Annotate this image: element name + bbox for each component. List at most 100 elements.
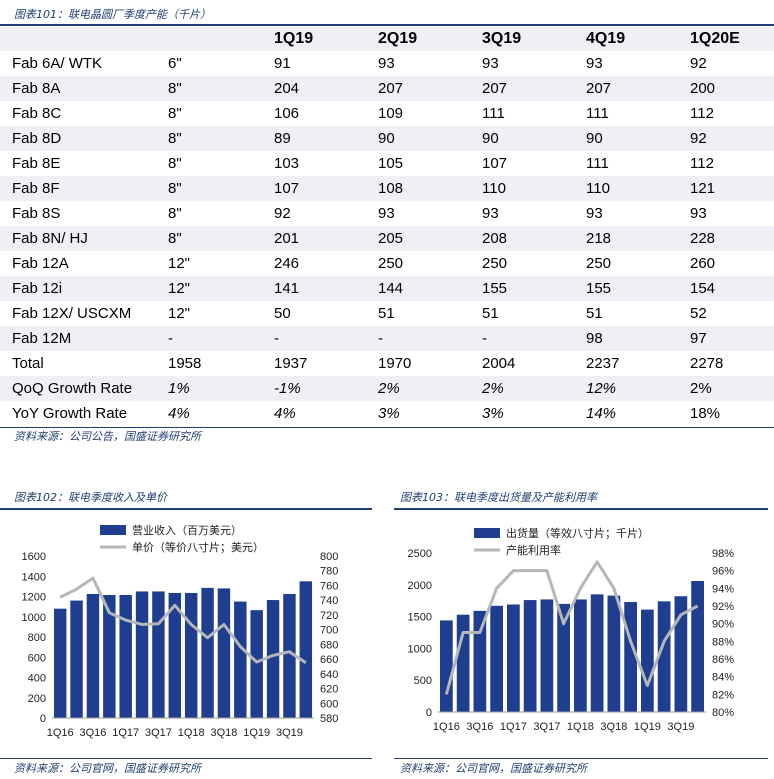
bar	[540, 599, 554, 712]
bar	[456, 614, 470, 712]
table-cell: 51	[378, 305, 395, 322]
table-cell: -	[274, 326, 378, 351]
x-tick-label: 3Q17	[533, 721, 560, 733]
x-tick-label: 1Q16	[47, 727, 74, 739]
y-left-tick-label: 500	[414, 675, 432, 687]
x-tick-label: 3Q18	[600, 721, 627, 733]
y-right-tick-label: 84%	[712, 672, 734, 684]
y-left-tick-label: 600	[28, 652, 46, 664]
table-cell: 12"	[168, 276, 274, 301]
header-cell: 1Q20E	[690, 27, 774, 51]
table-cell: 97	[690, 326, 774, 351]
y-right-tick-label: 660	[320, 654, 338, 666]
table-cell: Fab 12A	[12, 255, 69, 272]
table-cell: 207	[482, 76, 586, 101]
table-cell: -	[482, 326, 586, 351]
table-cell: 89	[274, 126, 378, 151]
table-bottom-rule	[0, 427, 774, 428]
bar	[473, 610, 487, 712]
header-cell: 3Q19	[482, 27, 586, 51]
table-cell: 112	[690, 155, 714, 172]
table-cell: 90	[378, 126, 482, 151]
table-cell: 12%	[586, 376, 690, 401]
x-tick-label: 1Q18	[178, 727, 205, 739]
table-cell: 200	[690, 76, 774, 101]
table-cell: 50	[274, 305, 291, 322]
chart102-caption: 图表102：联电季度收入及单价	[14, 491, 167, 504]
y-right-tick-label: 800	[320, 551, 338, 563]
table-cell: Fab 8D	[0, 126, 168, 151]
table-cell: 90	[586, 126, 690, 151]
table-cell: 93	[378, 205, 395, 222]
table-cell: 90	[482, 126, 586, 151]
bar	[201, 587, 214, 718]
table-row: Fab 12M - - - -98 97	[0, 326, 774, 351]
table-cell: Fab 12i	[0, 276, 168, 301]
shipment-utilization-chart: 0 500 1000 1500 2000 2500 80% 82% 84% 86% 88% 90% 92…	[408, 526, 735, 733]
header-cell: 2Q19	[378, 27, 482, 51]
table-cell: -	[168, 326, 274, 351]
bar	[440, 620, 453, 712]
table-row: Fab 8C 8" 106 109 111 111 112	[0, 101, 774, 126]
y-right-tick-label: 640	[320, 669, 338, 681]
table-cell: 52	[690, 305, 707, 322]
table-cell: 250	[378, 255, 404, 272]
table-cell: 8"	[168, 226, 274, 251]
capacity-table: 1Q19 2Q19 3Q19 4Q19 1Q20E Fab 6A/ WTK 6" 9…	[0, 27, 774, 426]
table-cell: 1970	[378, 355, 412, 372]
y-right-tick-label: 96%	[712, 566, 734, 578]
x-tick-label: 3Q16	[466, 721, 493, 733]
table-caption: 图表101：联电晶圆厂季度产能（千片）	[14, 8, 211, 21]
bar	[168, 592, 182, 718]
table-cell: 8"	[168, 76, 274, 101]
table-cell: 1958	[168, 355, 202, 372]
x-tick-label: 1Q17	[500, 721, 527, 733]
table-row: Fab 8N/ HJ 8" 201 205 208 218 228	[0, 226, 774, 251]
table-cell: Fab 6A/ WTK	[12, 55, 103, 72]
legend-swatch-bar	[474, 528, 500, 538]
table-cell: Fab 8S	[12, 205, 61, 222]
table-cell: 3%	[482, 405, 504, 422]
legend-swatch-bar	[100, 525, 126, 535]
table-row: Total 1958 1937 1970 2004 2237 2278	[0, 351, 774, 376]
table-cell: 93	[586, 205, 603, 222]
table-cell: 155	[482, 276, 586, 301]
table-cell: -1%	[274, 376, 378, 401]
x-tick-label: 3Q19	[276, 727, 303, 739]
bar	[119, 594, 132, 718]
y-left-tick-label: 400	[28, 673, 46, 685]
table-cell: 110	[482, 176, 586, 201]
table-cell: 250	[482, 255, 508, 272]
x-tick-label: 1Q17	[112, 727, 139, 739]
y-right-tick-label: 92%	[712, 601, 734, 613]
table-cell: 18%	[690, 405, 721, 422]
table-cell: Fab 12X/ USCXM	[12, 305, 132, 322]
table-cell: 6"	[168, 55, 182, 72]
table-row: Fab 8D 8" 89 90 90 90 92	[0, 126, 774, 151]
table-row: Fab 12A 12" 246 250 250 250 260	[0, 251, 774, 276]
table-cell: 2278	[690, 355, 724, 372]
table-cell: 1937	[274, 355, 308, 372]
table-row: YoY Growth Rate 4% 4% 3% 3% 14% 18%	[0, 401, 774, 426]
bar	[523, 600, 537, 712]
bar	[70, 600, 83, 718]
series-line	[444, 560, 699, 695]
bar	[53, 608, 67, 718]
y-right-tick-label: 780	[320, 566, 338, 578]
x-tick-label: 1Q19	[243, 727, 270, 739]
table-cell: 111	[586, 155, 609, 172]
y-right-tick-label: 600	[320, 698, 338, 710]
chart102-bottom-rule	[0, 758, 372, 759]
table-cell: 8"	[168, 205, 182, 222]
y-left-tick-label: 1000	[408, 643, 432, 655]
y-left-tick-label: 2500	[408, 548, 432, 560]
table-cell: 2%	[378, 376, 482, 401]
table-cell: 107	[482, 155, 508, 172]
header-cell: 1Q19	[274, 27, 378, 51]
table-cell: 12"	[168, 305, 191, 322]
table-cell: 4%	[168, 405, 190, 422]
bar	[674, 596, 688, 712]
table-cell: QoQ Growth Rate	[0, 376, 168, 401]
chart103-caption: 图表103：联电季度出货量及产能利用率	[400, 491, 597, 504]
table-cell: 121	[690, 176, 774, 201]
